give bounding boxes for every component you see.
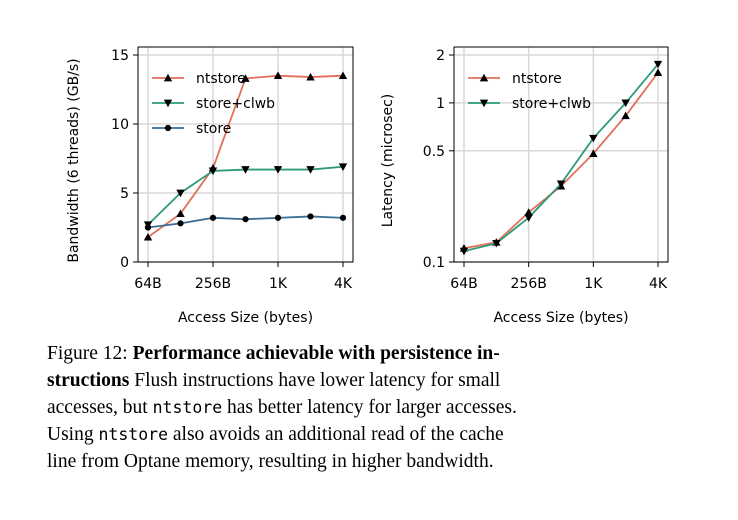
legend-entry: store [152, 121, 231, 137]
data-point [524, 214, 533, 222]
legend-label: ntstore [512, 71, 562, 87]
y-tick-label: 1 [436, 96, 445, 112]
caption-label: Figure 12: [47, 343, 128, 364]
caption-code-ntstore-2: ntstore [98, 425, 169, 444]
data-point [524, 208, 533, 216]
series-ntstore [143, 71, 348, 241]
caption-text-4: Using [47, 424, 99, 445]
x-axis-title: Access Size (bytes) [178, 310, 313, 326]
series-store-clwb [459, 60, 663, 256]
data-point [177, 220, 184, 227]
caption-text-6: line from Optane memory, resulting in hi… [47, 451, 494, 472]
data-point [306, 166, 315, 174]
y-axis-title: Bandwidth (6 threads) (GB/s) [66, 58, 82, 262]
series-store-clwb [143, 163, 348, 229]
data-point [242, 216, 249, 223]
charts-canvas: 64B 256B 1K 4K 0 5 10 15 Access Size (bytes) Band… [66, 46, 669, 326]
data-point [208, 167, 218, 176]
data-point [274, 214, 282, 221]
y-tick-label: 0.5 [423, 144, 445, 160]
data-point [144, 224, 152, 231]
data-point [556, 180, 566, 189]
data-point [653, 68, 663, 76]
data-point [273, 71, 283, 80]
y-tick-label: 2 [436, 48, 445, 64]
figure-caption: Figure 12: Performance achievable with p… [47, 340, 695, 475]
data-point [621, 99, 630, 108]
x-tick-label: 4K [334, 276, 353, 292]
x-tick-label: 1K [584, 276, 603, 292]
x-axis-title: Access Size (bytes) [493, 310, 628, 326]
plot-frame [137, 46, 354, 263]
legend-marker [163, 99, 173, 108]
x-tick-label: 64B [134, 276, 161, 292]
data-point [241, 74, 250, 82]
data-point [338, 71, 348, 80]
y-tick-label: 15 [111, 48, 129, 64]
caption-text-5: also avoids an additional read of the ca… [168, 424, 504, 445]
data-point [621, 111, 630, 120]
legend-entry: store+clwb [468, 96, 591, 112]
data-point [653, 60, 663, 69]
caption-title-part-1: Performance achievable with persistence … [132, 343, 500, 364]
y-tick-label: 10 [111, 117, 129, 133]
data-point [589, 134, 598, 143]
legend-label: ntstore [196, 71, 246, 87]
series-store [144, 213, 347, 231]
legend-label: store+clwb [512, 96, 591, 112]
x-tick-label: 64B [450, 276, 477, 292]
y-tick-label: 0 [120, 255, 129, 271]
data-point [307, 213, 314, 220]
legend-entry: ntstore [468, 71, 562, 87]
legend-marker [479, 99, 489, 108]
data-point [241, 166, 250, 174]
data-point [459, 247, 469, 256]
y-axis-title: Latency (microsec) [380, 94, 396, 228]
x-tick-label: 256B [195, 276, 231, 292]
data-point [176, 189, 185, 198]
data-point [339, 214, 347, 221]
data-point [273, 166, 283, 174]
data-point [306, 72, 315, 81]
data-point [209, 214, 217, 221]
data-point [492, 239, 501, 248]
caption-text-2: accesses, but [47, 397, 153, 418]
legend-marker [163, 73, 173, 82]
legend-marker [164, 124, 172, 132]
y-tick-label: 5 [120, 186, 129, 202]
caption-code-ntstore-1: ntstore [152, 398, 223, 417]
caption-text-3: has better latency for larger accesses. [222, 397, 517, 418]
legend-entry: ntstore [152, 71, 246, 87]
plot-frame [453, 46, 669, 263]
series-line [463, 63, 659, 253]
y-tick-label: 0.1 [423, 255, 445, 271]
data-point [589, 149, 598, 157]
x-tick-label: 4K [649, 276, 668, 292]
data-point [176, 209, 185, 218]
caption-title-part-2: structions [47, 370, 130, 391]
data-point [338, 163, 348, 171]
legend-entry: store+clwb [152, 96, 275, 112]
chart-2: 64B 256B 1K 4K 0.1 0.5 1 2 Access Size (bytes) La… [380, 46, 669, 326]
chart-1: 64B 256B 1K 4K 0 5 10 15 Access Size (bytes) Band… [66, 46, 354, 326]
legend-marker [479, 73, 489, 82]
caption-text-1: Flush instructions have lower latency fo… [129, 370, 501, 391]
x-tick-label: 1K [269, 276, 288, 292]
legend-label: store [196, 121, 231, 137]
legend-label: store+clwb [196, 96, 275, 112]
x-tick-label: 256B [511, 276, 547, 292]
data-point [143, 232, 153, 241]
